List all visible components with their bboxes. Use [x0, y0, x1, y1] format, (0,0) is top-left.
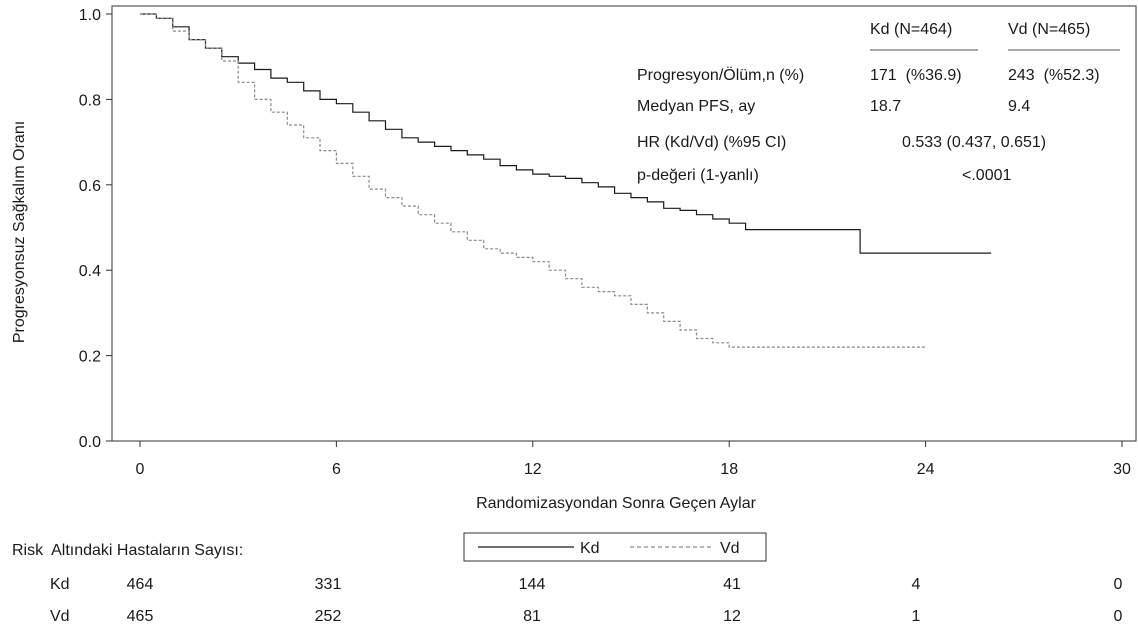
risk-table: Kd 464 331 144 41 4 0 Vd 465 252 81 12 1 0	[50, 576, 1123, 625]
risk-count: 465	[127, 608, 154, 625]
y-tick-label: 1.0	[79, 7, 101, 24]
legend-label-vd: Vd	[720, 540, 740, 557]
info-row-kd-value: 18.7	[870, 98, 901, 115]
risk-count: 0	[1114, 576, 1123, 593]
y-axis-label: Progresyonsuz Sağkalım Oranı	[11, 121, 28, 343]
info-row-combined-value: <.0001	[962, 167, 1011, 184]
info-row-combined-value: 0.533 (0.437, 0.651)	[902, 134, 1046, 151]
info-row-label: p-değeri (1-yanlı)	[637, 167, 759, 184]
y-tick-label: 0.2	[79, 349, 101, 366]
info-table: Kd (N=464) Vd (N=465) Progresyon/Ölüm,n …	[637, 21, 1120, 184]
info-row-label: HR (Kd/Vd) (%95 CI)	[637, 134, 786, 151]
x-tick-label: 0	[136, 461, 145, 478]
x-axis-label: Randomizasyondan Sonra Geçen Aylar	[476, 495, 757, 512]
info-row-label: Progresyon/Ölüm,n (%)	[637, 66, 804, 84]
risk-count: 4	[912, 576, 921, 593]
x-tick-label: 6	[332, 461, 341, 478]
x-tick-label: 24	[917, 461, 935, 478]
y-axis: 0.0 0.2 0.4 0.6 0.8 1.0	[79, 7, 112, 451]
y-tick-label: 0.0	[79, 434, 101, 451]
info-header-vd: Vd (N=465)	[1008, 21, 1090, 38]
info-row-vd-value: 243 (%52.3)	[1008, 67, 1100, 84]
series-layer	[140, 13, 992, 348]
risk-table-title: Risk Altındaki Hastaların Sayısı:	[12, 542, 243, 559]
x-tick-label: 12	[524, 461, 542, 478]
x-tick-label: 18	[720, 461, 738, 478]
info-header-kd: Kd (N=464)	[870, 21, 952, 38]
risk-row-name: Kd	[50, 576, 70, 593]
risk-count: 331	[315, 576, 342, 593]
info-row-vd-value: 9.4	[1008, 98, 1030, 115]
risk-count: 144	[519, 576, 546, 593]
risk-count: 1	[912, 608, 921, 625]
info-row-label: Medyan PFS, ay	[637, 98, 755, 115]
legend: Kd Vd	[463, 532, 767, 562]
risk-count: 252	[315, 608, 342, 625]
series-line-kd	[140, 13, 992, 254]
plot-frame	[111, 5, 1137, 442]
y-tick-label: 0.6	[79, 178, 101, 195]
risk-count: 464	[127, 576, 154, 593]
legend-label-kd: Kd	[580, 540, 600, 557]
risk-count: 41	[723, 576, 741, 593]
y-tick-label: 0.4	[79, 263, 101, 280]
risk-count: 0	[1114, 608, 1123, 625]
x-tick-label: 30	[1113, 461, 1131, 478]
risk-count: 81	[523, 608, 541, 625]
series-line-vd	[140, 13, 926, 348]
risk-row-name: Vd	[50, 608, 70, 625]
y-tick-label: 0.8	[79, 92, 101, 109]
risk-count: 12	[723, 608, 741, 625]
x-axis: 0 6 12 18 24 30	[136, 441, 1131, 478]
info-row-kd-value: 171 (%36.9)	[870, 67, 962, 84]
plot-area	[111, 5, 1137, 442]
